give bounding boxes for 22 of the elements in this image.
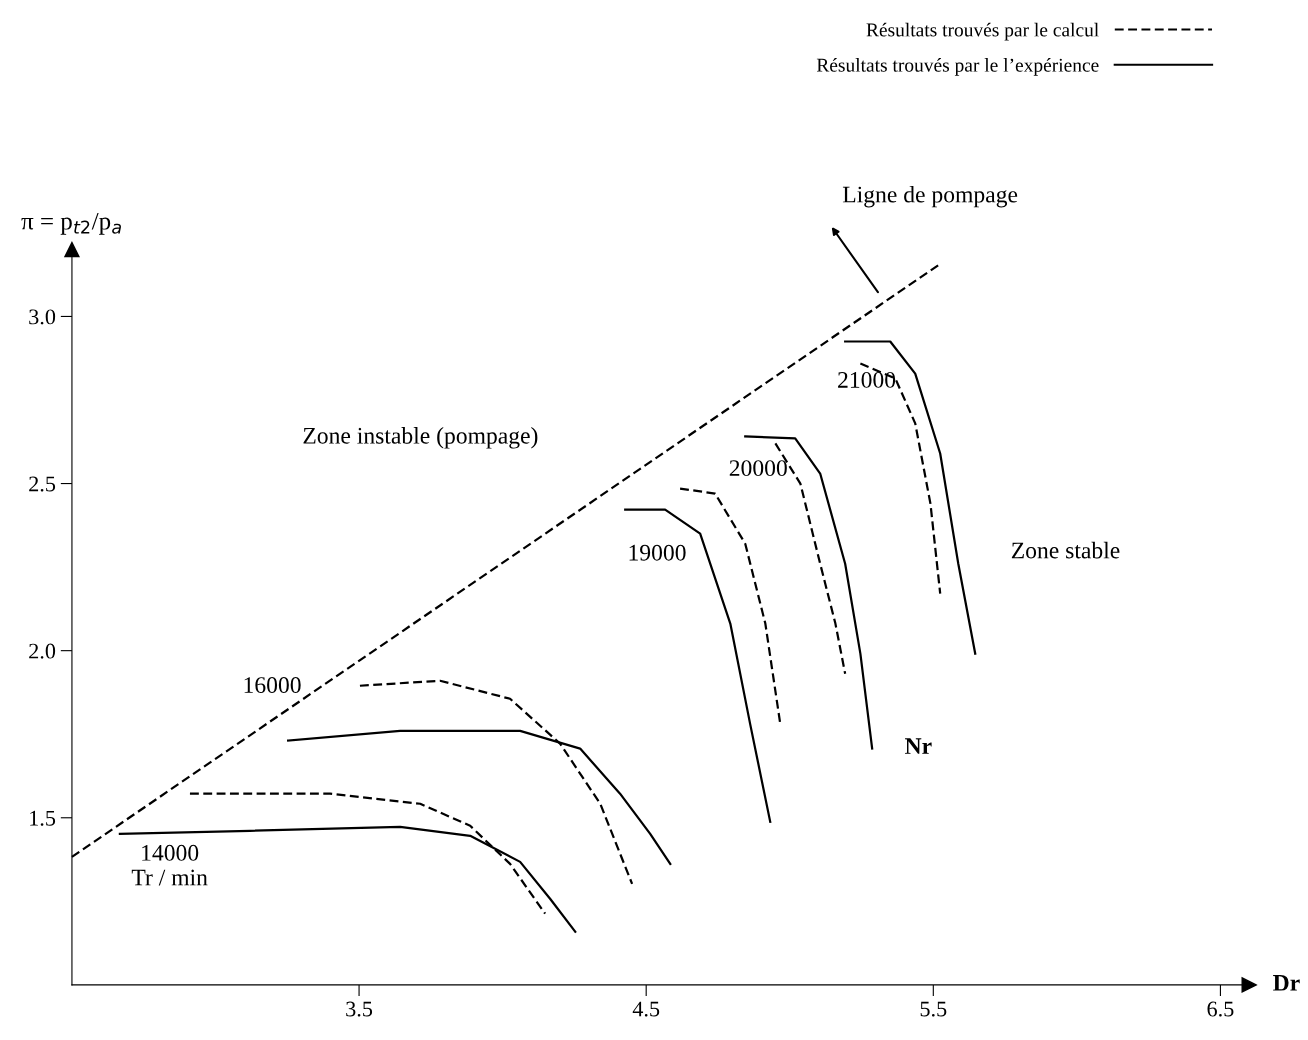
x-tick-label: 4.5 [632, 1001, 660, 1017]
annotation: 14000 Tr / min [131, 844, 208, 886]
x-axis-title: Dr [1273, 975, 1300, 991]
annotation: Nr [905, 738, 932, 754]
text: Ligne de pompage [842, 185, 1018, 208]
line-series [624, 508, 772, 823]
x-tick-label: 5.5 [920, 1001, 947, 1017]
y-tick-label: 3.0 [29, 309, 56, 325]
y-tick-label: 1.5 [30, 810, 56, 826]
annotation: Zone instable (pompage) [303, 427, 538, 449]
annotation: Zone stable [1011, 541, 1120, 559]
annotation: 16000 [244, 677, 301, 693]
text: Résultats trouvés par le l’expérience [816, 58, 1099, 76]
y-axis-title: π = p$_{t2}$/p$_{a}$ [21, 212, 121, 235]
annotation: 20000 [729, 460, 787, 477]
annotation: 19000 [629, 544, 686, 561]
y-tick-label: 2.5 [29, 476, 56, 492]
x-tick-label: 6.5 [1207, 1001, 1234, 1017]
y-tick-label: 2.0 [29, 643, 56, 659]
text: Résultats trouvés par le calcul [866, 22, 1099, 41]
annotation: 21000 [838, 371, 896, 388]
x-tick-label: 3.5 [346, 1001, 373, 1017]
